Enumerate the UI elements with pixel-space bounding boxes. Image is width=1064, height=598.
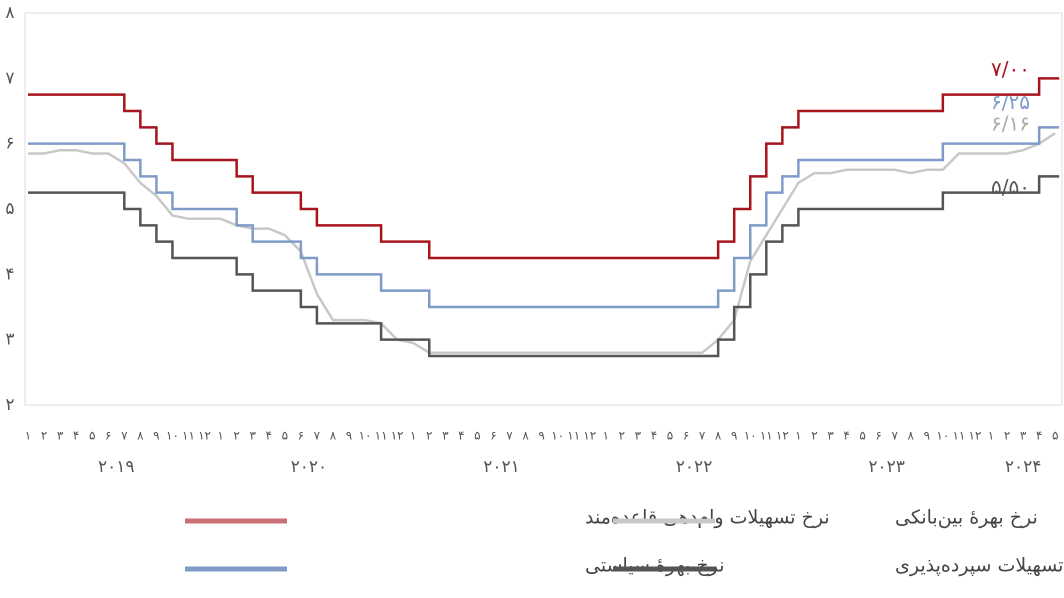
y-tick-label: ۲ xyxy=(5,395,14,415)
x-tick-label: ۴ xyxy=(73,429,79,443)
x-tick-label: ۸ xyxy=(715,429,722,443)
x-tick-label: ۹ xyxy=(924,429,930,443)
y-tick-label: ۵ xyxy=(5,199,14,219)
x-tick-label: ۷ xyxy=(314,429,321,443)
x-tick-label: ۱۰ xyxy=(551,429,564,443)
x-tick-label: ۵ xyxy=(859,429,865,443)
x-tick-label: ۵ xyxy=(1052,429,1058,443)
x-tick-label: ۸ xyxy=(137,429,144,443)
x-tick-label: ۲ xyxy=(426,429,432,443)
x-tick-label: ۷ xyxy=(699,429,706,443)
y-tick-label: ۷ xyxy=(5,68,14,88)
year-label: ۲۰۲۳ xyxy=(868,457,905,477)
x-tick-label: ۱۲ xyxy=(391,429,404,443)
x-tick-label: ۱۱ xyxy=(760,429,773,443)
x-tick-label: ۶ xyxy=(105,429,111,443)
x-tick-label: ۲ xyxy=(41,429,47,443)
series-line xyxy=(28,126,1060,309)
y-tick-label: ۸ xyxy=(5,3,14,23)
x-tick-label: ۱ xyxy=(217,429,223,443)
x-tick-label: ۱۱ xyxy=(567,429,580,443)
year-label: ۲۰۲۲ xyxy=(676,457,713,477)
series-line xyxy=(28,77,1060,260)
x-tick-label: ۵ xyxy=(282,429,288,443)
x-tick-label: ۱ xyxy=(795,429,801,443)
x-tick-label: ۲ xyxy=(811,429,817,443)
x-tick-label: ۱۰ xyxy=(744,429,757,443)
x-tick-label: ۳ xyxy=(827,429,834,443)
x-tick-label: ۱۱ xyxy=(952,429,965,443)
x-tick-label: ۲ xyxy=(233,429,239,443)
x-tick-label: ۶ xyxy=(683,429,689,443)
x-tick-label: ۱۲ xyxy=(776,429,789,443)
plot-frame xyxy=(24,12,1063,406)
x-tick-label: ۹ xyxy=(346,429,352,443)
x-tick-label: ۵ xyxy=(667,429,673,443)
y-tick-label: ۴ xyxy=(5,264,14,284)
x-tick-label: ۳ xyxy=(1020,429,1027,443)
end-label: ۵/۵۰ xyxy=(991,175,1030,199)
x-tick-label: ۱ xyxy=(603,429,609,443)
x-tick-label: ۱ xyxy=(25,429,31,443)
x-tick-label: ۲ xyxy=(1004,429,1010,443)
x-tick-label: ۷ xyxy=(121,429,128,443)
end-label: ۷/۰۰ xyxy=(991,57,1030,81)
end-label: ۶/۱۶ xyxy=(991,112,1030,136)
x-tick-label: ۶ xyxy=(875,429,881,443)
x-tick-label: ۱۱ xyxy=(375,429,388,443)
x-tick-label: ۹ xyxy=(153,429,159,443)
x-tick-label: ۴ xyxy=(843,429,849,443)
x-tick-label: ۱۲ xyxy=(198,429,211,443)
y-tick-label: ۳ xyxy=(5,330,14,350)
series-line xyxy=(28,132,1056,354)
x-tick-label: ۵ xyxy=(474,429,480,443)
x-tick-label: ۶ xyxy=(490,429,496,443)
x-tick-label: ۸ xyxy=(522,429,529,443)
x-tick-label: ۳ xyxy=(249,429,256,443)
x-tick-label: ۱۰ xyxy=(359,429,372,443)
x-tick-label: ۴ xyxy=(1036,429,1042,443)
legend-label: نرخ تسهیلات وام‌دهی قاعده‌مند xyxy=(585,507,830,529)
year-label: ۲۰۱۹ xyxy=(98,457,135,477)
x-tick-label: ۱۱ xyxy=(182,429,195,443)
x-tick-label: ۱۰ xyxy=(166,429,179,443)
x-tick-label: ۹ xyxy=(731,429,737,443)
x-tick-label: ۱ xyxy=(410,429,416,443)
legend-label: نرخ تسهیلات سپرده‌پذیری xyxy=(895,555,1064,577)
x-tick-label: ۴ xyxy=(458,429,464,443)
year-label: ۲۰۲۴ xyxy=(1005,457,1042,477)
x-tick-label: ۲ xyxy=(619,429,625,443)
x-tick-label: ۶ xyxy=(298,429,304,443)
x-tick-label: ۸ xyxy=(908,429,915,443)
legend-label: نرخ بهرهٔ بین‌بانکی xyxy=(895,507,1038,529)
x-tick-label: ۱۲ xyxy=(583,429,596,443)
x-tick-label: ۴ xyxy=(651,429,657,443)
x-tick-label: ۷ xyxy=(506,429,513,443)
year-label: ۲۰۲۱ xyxy=(483,457,520,477)
x-tick-label: ۱۲ xyxy=(969,429,982,443)
x-tick-label: ۹ xyxy=(538,429,544,443)
x-tick-label: ۳ xyxy=(57,429,64,443)
series-line xyxy=(28,175,1060,358)
x-tick-label: ۱۰ xyxy=(936,429,949,443)
x-tick-label: ۱ xyxy=(988,429,994,443)
legend-label: نرخ بهرهٔ سیاستی xyxy=(585,555,725,577)
x-tick-label: ۴ xyxy=(266,429,272,443)
x-tick-label: ۵ xyxy=(89,429,95,443)
x-tick-label: ۷ xyxy=(891,429,898,443)
y-tick-label: ۶ xyxy=(5,134,14,154)
x-tick-label: ۳ xyxy=(635,429,642,443)
x-tick-label: ۸ xyxy=(330,429,337,443)
x-tick-label: ۳ xyxy=(442,429,449,443)
year-label: ۲۰۲۰ xyxy=(291,457,328,477)
